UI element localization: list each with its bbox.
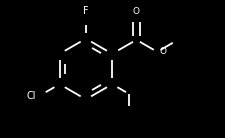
- Text: F: F: [83, 6, 88, 16]
- Text: O: O: [158, 47, 165, 56]
- Text: O: O: [132, 7, 139, 16]
- Text: Cl: Cl: [26, 91, 36, 101]
